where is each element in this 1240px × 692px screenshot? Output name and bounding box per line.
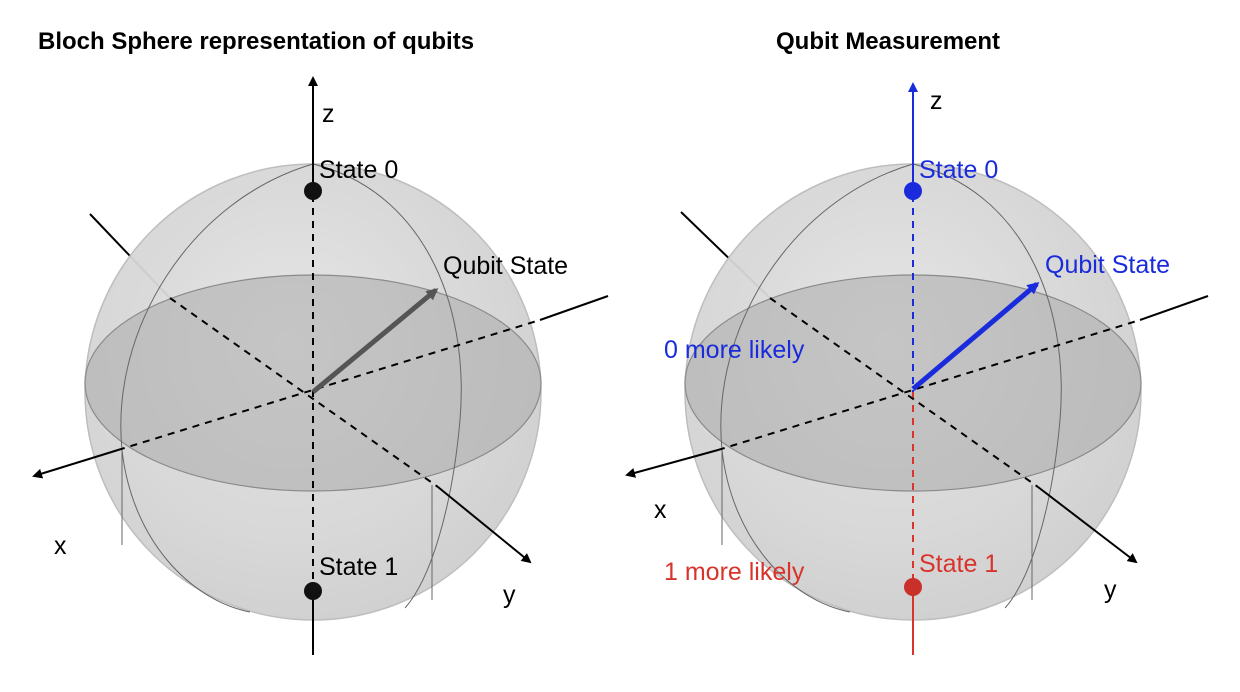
right-meridian-2 bbox=[912, 163, 1062, 609]
right-state-0-label: State 0 bbox=[919, 156, 998, 184]
left-x-label: x bbox=[54, 532, 67, 560]
right-x-axis-arrow bbox=[625, 449, 719, 478]
right-y-axis-dashed bbox=[717, 319, 1141, 451]
right-panel-title: Qubit Measurement bbox=[776, 28, 1001, 55]
right-x-label: x bbox=[654, 496, 667, 524]
right-lower-note: 1 more likely bbox=[664, 558, 805, 586]
right-z-label: z bbox=[930, 87, 943, 115]
left-bloch-sphere: z x y State 0 State 1 Qubit State bbox=[32, 76, 609, 655]
left-qubit-state-label: Qubit State bbox=[443, 252, 568, 280]
left-panel-title: Bloch Sphere representation of qubits bbox=[38, 28, 475, 55]
left-x-axis-arrow bbox=[32, 449, 119, 479]
right-upper-note: 0 more likely bbox=[664, 336, 805, 364]
left-state-0-label: State 0 bbox=[319, 156, 398, 184]
right-x-axis-dashed bbox=[769, 297, 1039, 488]
left-y-axis-outer bbox=[539, 295, 609, 321]
right-state-1-point bbox=[904, 578, 922, 596]
left-y-axis-arrow bbox=[437, 486, 532, 564]
right-y-label: y bbox=[1104, 576, 1117, 604]
right-qubit-vector bbox=[911, 282, 1040, 391]
left-y-label: y bbox=[503, 581, 516, 609]
right-y-axis-arrow bbox=[1037, 486, 1138, 564]
left-z-label: z bbox=[322, 100, 335, 128]
right-qubit-state-label: Qubit State bbox=[1045, 251, 1170, 279]
right-state-1-label: State 1 bbox=[919, 550, 998, 578]
left-state-0-point bbox=[304, 182, 322, 200]
left-meridian-2 bbox=[312, 163, 462, 609]
left-state-1-point bbox=[304, 582, 322, 600]
left-meridian-1 bbox=[120, 163, 314, 613]
left-qubit-vector bbox=[311, 288, 439, 394]
left-y-axis-dashed bbox=[117, 319, 541, 451]
left-state-1-label: State 1 bbox=[319, 553, 398, 581]
right-y-axis-outer bbox=[1139, 295, 1209, 321]
right-state-0-point bbox=[904, 182, 922, 200]
right-bloch-sphere: z x y State 0 State 1 Qubit State 0 more… bbox=[625, 82, 1209, 655]
left-x-axis-dashed bbox=[169, 297, 439, 488]
right-meridian-1 bbox=[720, 163, 914, 613]
